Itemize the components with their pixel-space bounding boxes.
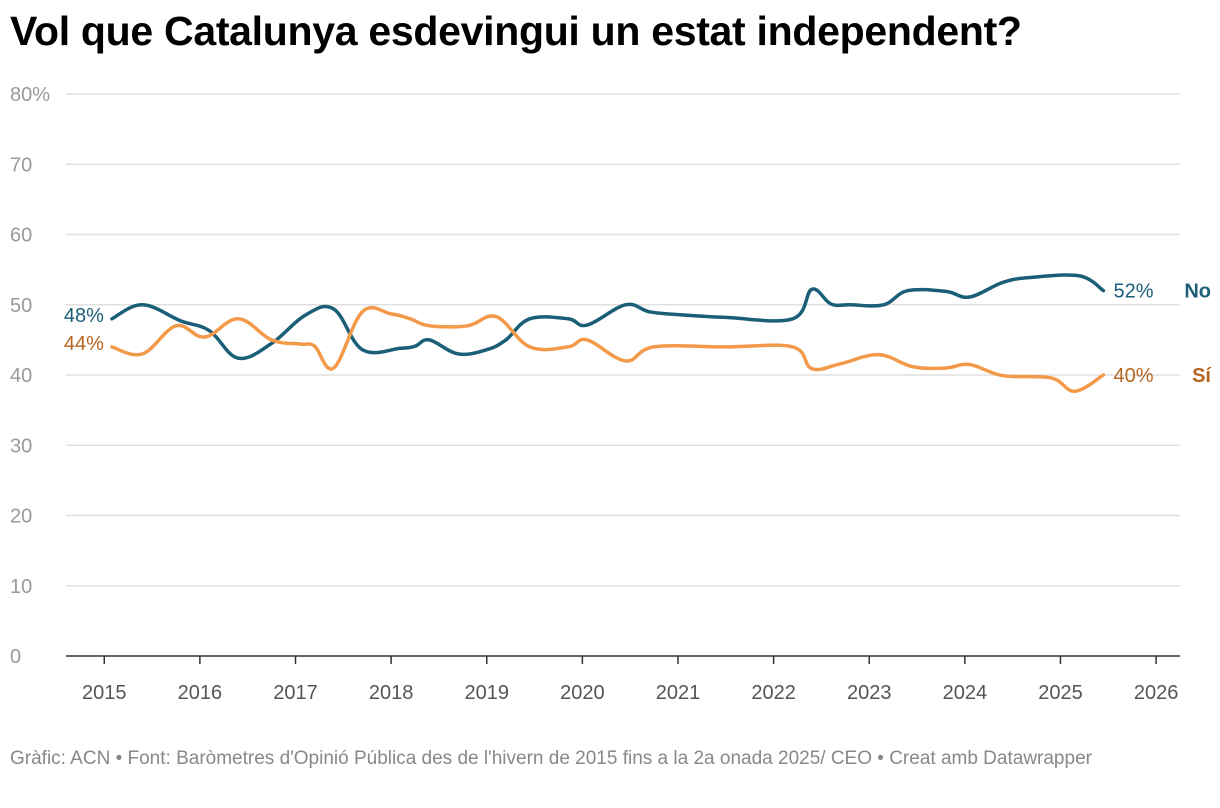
y-tick-label: 0 [10, 646, 21, 668]
chart-title: Vol que Catalunya esdevingui un estat in… [10, 8, 1022, 54]
x-tick-label: 2018 [369, 682, 414, 704]
x-tick-label: 2026 [1134, 682, 1179, 704]
series-labels: 48% 52% No 44% 40% Sí [64, 281, 1213, 387]
series-line-no [110, 273, 1106, 361]
end-value-label-no: 52% [1114, 281, 1154, 303]
end-value-label-si: 40% [1114, 365, 1154, 387]
y-axis-labels: 0 10 20 30 40 50 60 70 80% [10, 84, 50, 668]
series-name-label-no: No [1184, 281, 1211, 303]
x-tick-label: 2022 [751, 682, 796, 704]
y-tick-label: 40 [10, 365, 32, 387]
y-tick-label: 20 [10, 506, 32, 528]
y-tick-label: 70 [10, 154, 32, 176]
gridlines [66, 93, 1180, 587]
series-name-label-si: Sí [1192, 365, 1212, 387]
x-tick-label: 2023 [847, 682, 892, 704]
y-tick-label: 10 [10, 576, 32, 598]
x-tick-label: 2017 [273, 682, 318, 704]
x-tick-label: 2025 [1038, 682, 1083, 704]
x-tick-label: 2024 [943, 682, 988, 704]
y-tick-label: 30 [10, 435, 32, 457]
start-value-label-si: 44% [64, 333, 104, 355]
start-value-label-no: 48% [64, 305, 104, 327]
x-tick-label: 2020 [560, 682, 605, 704]
chart-source-note: Gràfic: ACN • Font: Baròmetres d'Opinió … [10, 748, 1092, 769]
y-tick-label: 60 [10, 225, 32, 247]
x-axis-labels: 2015 2016 2017 2018 2019 2020 2021 2022 2023 2024… [82, 682, 1178, 704]
y-tick-label: 50 [10, 295, 32, 317]
x-tick-label: 2019 [464, 682, 509, 704]
series-lines [110, 273, 1106, 393]
x-tick-label: 2021 [656, 682, 701, 704]
x-axis [66, 655, 1180, 664]
x-tick-label: 2015 [82, 682, 127, 704]
y-tick-label: 80% [10, 84, 50, 106]
series-line-si [110, 306, 1106, 393]
x-tick-label: 2016 [178, 682, 223, 704]
